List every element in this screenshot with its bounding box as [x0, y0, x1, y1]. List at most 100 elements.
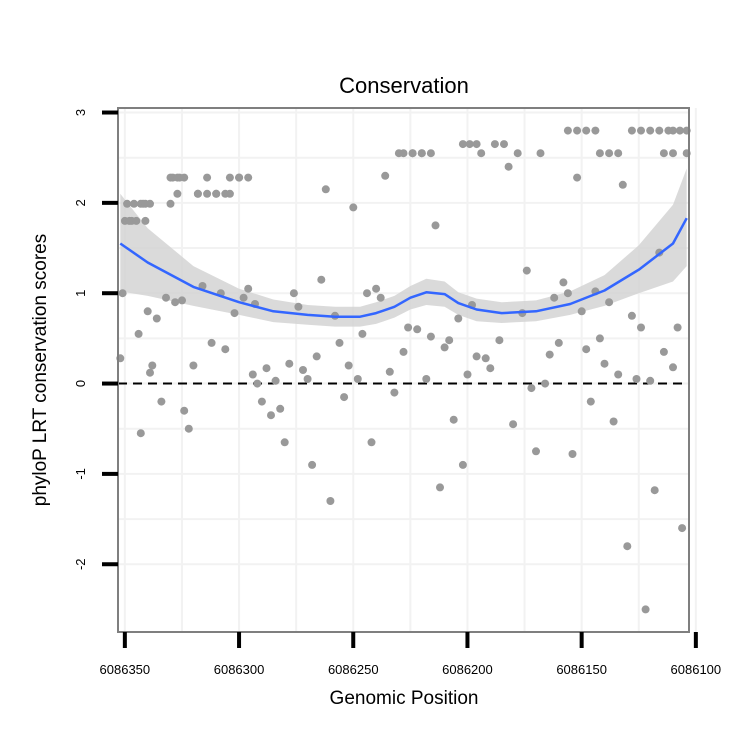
data-point	[563, 126, 572, 135]
data-point	[303, 375, 312, 383]
data-point	[573, 173, 582, 182]
data-point	[349, 203, 358, 212]
data-point	[248, 370, 257, 379]
confidence-band	[120, 168, 687, 327]
data-point	[490, 140, 499, 149]
data-point	[321, 185, 330, 194]
grid-lines	[118, 108, 697, 632]
data-point	[595, 334, 604, 343]
data-point	[454, 314, 463, 323]
data-point	[123, 199, 132, 208]
data-point	[143, 307, 152, 316]
data-point	[146, 368, 154, 377]
data-point	[358, 329, 367, 338]
data-point	[171, 298, 180, 307]
data-point	[563, 289, 572, 298]
data-point	[637, 323, 645, 332]
data-point	[146, 199, 154, 208]
data-point	[678, 524, 687, 533]
data-point	[239, 293, 248, 302]
data-point	[554, 338, 563, 347]
data-point	[513, 149, 522, 158]
data-point	[178, 296, 186, 305]
data-point	[623, 542, 632, 551]
data-point	[317, 275, 326, 284]
data-point	[669, 363, 677, 372]
data-point	[162, 293, 170, 302]
y-axis-title: phyloP LRT conservation scores	[30, 234, 51, 507]
data-point	[152, 314, 161, 323]
data-point	[600, 359, 609, 368]
data-point	[257, 397, 266, 406]
data-point	[344, 361, 353, 370]
data-point	[431, 221, 440, 230]
data-point	[422, 375, 431, 383]
data-point	[221, 189, 230, 198]
data-point	[426, 332, 435, 341]
x-tick-label: 6086200	[442, 662, 493, 677]
data-point	[294, 302, 303, 311]
data-point	[230, 309, 239, 318]
data-point	[458, 460, 467, 469]
data-point	[559, 278, 568, 287]
y-tick-label: 2	[73, 199, 88, 206]
data-point	[586, 397, 595, 406]
data-point	[605, 149, 614, 158]
data-point	[244, 284, 253, 293]
data-point	[449, 415, 458, 424]
smooth-curve-layer	[119, 217, 688, 318]
data-point	[189, 361, 198, 370]
data-point	[157, 397, 166, 406]
data-point	[207, 338, 216, 347]
data-point	[573, 126, 582, 135]
data-point	[614, 370, 623, 379]
data-point	[495, 336, 504, 345]
y-tick-label: -2	[73, 558, 88, 570]
smooth-curve	[119, 217, 688, 318]
data-point	[527, 384, 536, 393]
data-point	[440, 343, 449, 352]
data-point	[463, 370, 472, 379]
y-tick-label: -1	[73, 468, 88, 480]
data-point	[659, 347, 668, 356]
data-point	[299, 366, 307, 374]
data-point	[618, 180, 627, 189]
data-point	[413, 325, 422, 334]
y-tick-label: 0	[73, 380, 88, 387]
data-point	[509, 420, 518, 429]
data-point	[477, 149, 486, 158]
data-point	[390, 388, 399, 397]
data-point	[641, 605, 650, 614]
data-point	[536, 149, 545, 158]
data-point	[399, 347, 408, 356]
data-point	[669, 149, 677, 158]
data-point	[340, 393, 349, 402]
data-point	[458, 140, 467, 149]
data-point	[465, 140, 474, 149]
axes: 6086350 6086300 6086250 6086200 6086150 60861…	[73, 109, 721, 677]
data-point	[244, 173, 253, 182]
data-point	[568, 450, 577, 458]
data-point	[385, 367, 394, 376]
data-point	[595, 149, 604, 158]
data-point	[173, 189, 182, 198]
confidence-band-layer	[120, 168, 687, 327]
x-tick-label: 6086300	[214, 662, 265, 677]
data-point	[481, 354, 490, 363]
data-point	[289, 289, 298, 298]
data-point	[280, 438, 289, 447]
data-point	[262, 364, 271, 373]
data-point	[650, 486, 659, 495]
x-tick-label: 6086150	[556, 662, 607, 677]
data-point	[445, 336, 454, 345]
data-point	[486, 364, 495, 373]
data-point	[166, 199, 175, 208]
data-point	[184, 424, 193, 433]
data-point	[675, 126, 684, 135]
data-point	[212, 189, 221, 198]
data-point	[417, 149, 426, 158]
data-point	[426, 149, 435, 158]
x-tick-label: 6086250	[328, 662, 379, 677]
data-point	[203, 189, 212, 198]
data-point	[312, 352, 321, 361]
